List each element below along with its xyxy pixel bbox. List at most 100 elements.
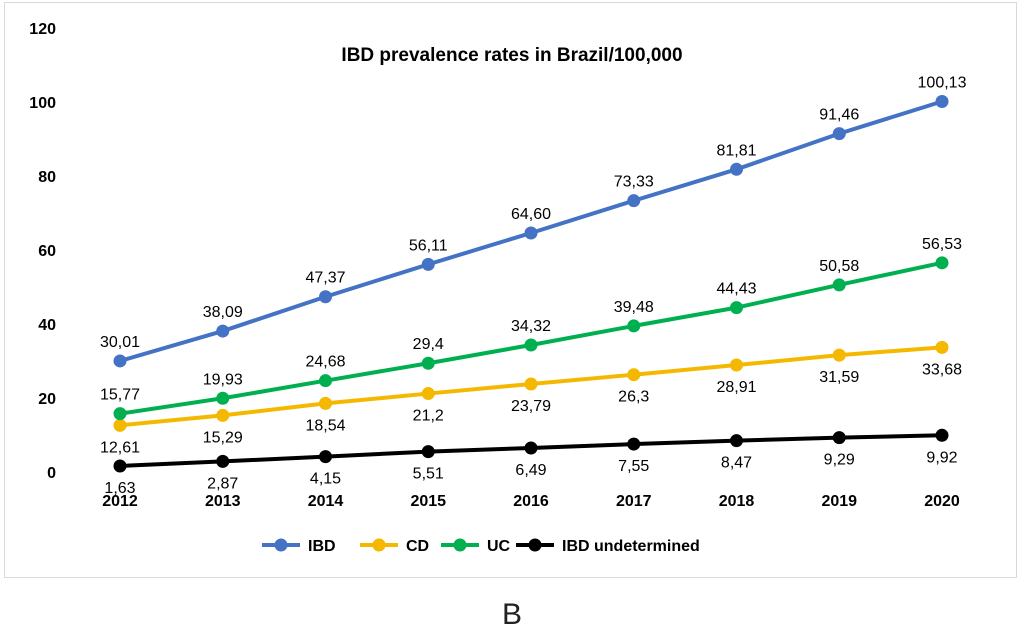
x-tick-label: 2019 (821, 493, 857, 510)
data-point (627, 437, 641, 451)
data-label: 7,55 (618, 458, 649, 475)
data-point (421, 387, 435, 401)
data-point (216, 408, 230, 422)
data-label: 33,68 (922, 361, 962, 378)
data-label: 18,54 (305, 417, 345, 434)
data-label: 26,3 (618, 389, 649, 406)
data-label: 44,43 (716, 281, 756, 298)
data-label: 81,81 (716, 142, 756, 159)
y-tick-label: 40 (38, 317, 56, 334)
data-label: 64,60 (511, 206, 551, 223)
data-point (730, 358, 743, 372)
data-label: 5,51 (413, 466, 444, 483)
data-label: 9,92 (926, 449, 957, 466)
data-label: 15,29 (203, 429, 243, 446)
data-point (627, 319, 641, 333)
data-point (319, 396, 332, 410)
data-label: 50,58 (819, 258, 859, 275)
data-label: 56,11 (409, 237, 448, 254)
data-point (524, 338, 538, 352)
series-line (118, 260, 944, 416)
data-point (113, 459, 127, 473)
data-point (421, 445, 435, 459)
data-label: 4,15 (310, 471, 341, 488)
data-point (319, 290, 332, 304)
legend-label: UC (487, 538, 511, 555)
data-label: 6,49 (515, 462, 546, 479)
data-label: 91,46 (819, 107, 859, 124)
data-point (524, 441, 538, 455)
data-label: 1,63 (104, 480, 135, 497)
legend-label: IBD (308, 538, 336, 555)
data-point (935, 95, 949, 109)
y-tick-label: 120 (29, 21, 56, 38)
data-point (216, 391, 230, 405)
x-tick-label: 2020 (924, 493, 960, 510)
data-label: 56,53 (922, 236, 962, 253)
data-point (524, 226, 538, 240)
data-point (627, 368, 641, 382)
data-point (319, 374, 332, 388)
data-point (935, 428, 949, 442)
y-tick-label: 0 (47, 465, 56, 482)
data-point (113, 407, 127, 421)
y-tick-label: 100 (29, 95, 56, 112)
data-point (832, 431, 846, 445)
data-label: 24,68 (305, 354, 345, 371)
chart-frame (4, 2, 1017, 578)
data-label: 47,37 (305, 270, 345, 287)
x-tick-label: 2018 (719, 493, 755, 510)
data-point (832, 278, 846, 292)
chart-title: IBD prevalence rates in Brazil/100,000 (341, 45, 682, 66)
data-point (113, 354, 127, 368)
data-point (216, 454, 230, 468)
y-tick-label: 80 (38, 169, 56, 186)
data-label: 28,91 (716, 379, 756, 396)
data-label: 19,93 (203, 371, 243, 388)
data-label: 2,87 (207, 475, 238, 492)
data-point (935, 340, 949, 354)
data-label: 34,32 (511, 318, 551, 335)
data-label: 21,2 (413, 408, 444, 425)
data-label: 9,29 (824, 452, 855, 469)
y-tick-label: 20 (38, 391, 56, 408)
data-label: 38,09 (203, 304, 243, 321)
data-point (730, 162, 743, 176)
x-tick-label: 2013 (205, 493, 241, 510)
panel-label: B (501, 598, 522, 631)
data-point (730, 434, 743, 448)
data-label: 30,01 (100, 334, 140, 351)
data-label: 15,77 (100, 387, 140, 404)
x-tick-label: 2014 (308, 493, 344, 510)
data-label: 31,59 (819, 369, 859, 386)
data-point (730, 301, 743, 315)
data-point (113, 418, 127, 432)
data-point (216, 324, 230, 338)
legend-swatch-marker (453, 538, 467, 552)
legend-label: CD (406, 538, 429, 555)
data-point (627, 194, 641, 208)
data-label: 73,33 (614, 174, 654, 191)
data-point (832, 348, 846, 362)
data-point (524, 377, 538, 391)
data-label: 8,47 (721, 455, 752, 472)
data-point (421, 257, 435, 271)
data-point (421, 356, 435, 370)
data-label: 12,61 (100, 439, 140, 456)
x-tick-label: 2015 (410, 493, 446, 510)
data-point (319, 450, 332, 464)
data-label: 100,13 (918, 75, 967, 92)
legend-swatch-marker (372, 538, 386, 552)
data-label: 29,4 (413, 336, 444, 353)
x-tick-label: 2012 (102, 493, 138, 510)
x-tick-label: 2017 (616, 493, 652, 510)
legend-label: IBD undetermined (562, 538, 700, 555)
legend-swatch-marker (528, 538, 542, 552)
x-tick-label: 2016 (513, 493, 549, 510)
legend-swatch-marker (274, 538, 288, 552)
data-point (935, 256, 949, 270)
data-label: 39,48 (614, 299, 654, 316)
y-tick-label: 60 (38, 243, 56, 260)
data-point (832, 127, 846, 141)
